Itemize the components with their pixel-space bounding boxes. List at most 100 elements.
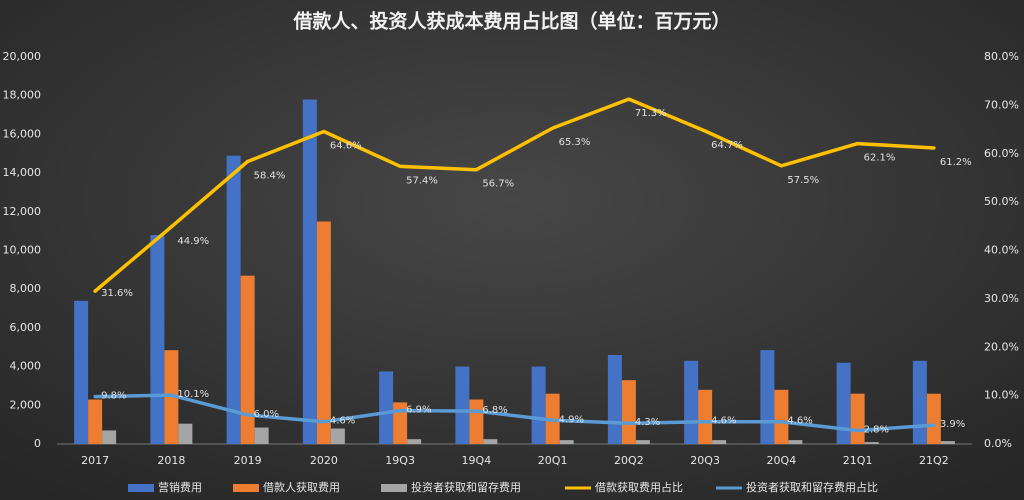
bar bbox=[455, 366, 470, 444]
data-label: 6.0% bbox=[254, 409, 279, 420]
y-tick-label: 20,000 bbox=[3, 50, 42, 63]
bar bbox=[850, 393, 865, 444]
bar bbox=[102, 430, 117, 444]
bar bbox=[684, 360, 699, 444]
y-tick-label: 10,000 bbox=[3, 244, 42, 257]
x-tick-label: 19Q3 bbox=[385, 454, 415, 467]
data-label: 58.4% bbox=[254, 170, 286, 181]
bar bbox=[226, 155, 241, 444]
y2-tick-label: 80.0% bbox=[984, 50, 1019, 63]
y2-tick-label: 50.0% bbox=[984, 195, 1019, 208]
y-tick-label: 12,000 bbox=[3, 205, 42, 218]
x-tick-label: 2020 bbox=[310, 454, 338, 467]
data-label: 57.4% bbox=[406, 175, 438, 186]
legend-swatch bbox=[233, 484, 259, 492]
data-label: 44.9% bbox=[177, 236, 209, 247]
data-label: 10.1% bbox=[177, 389, 209, 400]
data-label: 6.9% bbox=[406, 405, 431, 416]
bar bbox=[316, 221, 331, 444]
legend-label: 借款人获取费用 bbox=[263, 480, 340, 494]
y2-tick-label: 70.0% bbox=[984, 98, 1019, 111]
bar bbox=[74, 300, 89, 444]
y-tick-label: 18,000 bbox=[3, 89, 42, 102]
bar bbox=[483, 439, 498, 444]
bar bbox=[469, 399, 484, 444]
y2-tick-label: 30.0% bbox=[984, 292, 1019, 305]
bar bbox=[712, 440, 727, 444]
x-tick-label: 21Q1 bbox=[843, 454, 873, 467]
data-label: 4.6% bbox=[330, 416, 355, 427]
legend-label: 投资者获取和留存费用占比 bbox=[746, 480, 878, 494]
legend-label: 投资者获取和留存费用 bbox=[411, 480, 521, 494]
data-label: 3.9% bbox=[940, 419, 965, 430]
x-tick-label: 2018 bbox=[157, 454, 185, 467]
bar bbox=[88, 399, 103, 444]
bar bbox=[240, 275, 255, 444]
x-tick-label: 20Q2 bbox=[614, 454, 644, 467]
bar bbox=[150, 235, 165, 444]
y2-tick-label: 0.0% bbox=[984, 437, 1012, 450]
data-label: 62.1% bbox=[864, 153, 896, 164]
y-tick-label: 8,000 bbox=[10, 282, 42, 295]
y2-tick-label: 20.0% bbox=[984, 340, 1019, 353]
y-tick-label: 0 bbox=[34, 437, 41, 450]
x-tick-label: 21Q2 bbox=[919, 454, 949, 467]
bar bbox=[836, 362, 851, 444]
bar bbox=[864, 442, 879, 444]
bar bbox=[760, 350, 775, 444]
legend-swatch bbox=[381, 484, 407, 492]
legend-swatch bbox=[128, 484, 154, 492]
bar bbox=[254, 427, 269, 444]
y-tick-label: 4,000 bbox=[10, 360, 42, 373]
bar bbox=[407, 439, 422, 444]
legend-label: 借款获取费用占比 bbox=[595, 480, 683, 494]
y-tick-label: 14,000 bbox=[3, 166, 42, 179]
bar bbox=[559, 440, 574, 444]
y-tick-label: 2,000 bbox=[10, 398, 42, 411]
bar bbox=[926, 393, 941, 444]
data-label: 4.6% bbox=[711, 416, 736, 427]
data-label: 9.8% bbox=[101, 391, 126, 402]
data-label: 4.3% bbox=[635, 417, 660, 428]
x-tick-label: 2019 bbox=[234, 454, 262, 467]
x-tick-label: 19Q4 bbox=[462, 454, 492, 467]
chart-title: 借款人、投资人获成本费用占比图（单位：百万元） bbox=[292, 10, 730, 33]
bar bbox=[621, 380, 636, 444]
bar bbox=[178, 423, 193, 444]
bar bbox=[379, 371, 394, 444]
y-tick-label: 16,000 bbox=[3, 127, 42, 140]
x-tick-label: 2017 bbox=[81, 454, 109, 467]
bar bbox=[330, 428, 345, 444]
data-label: 56.7% bbox=[482, 179, 514, 190]
bar bbox=[635, 440, 650, 444]
data-label: 4.6% bbox=[787, 416, 812, 427]
bar bbox=[788, 440, 803, 444]
bar bbox=[940, 441, 955, 444]
line bbox=[93, 97, 936, 293]
y2-tick-label: 40.0% bbox=[984, 244, 1019, 257]
data-label: 64.7% bbox=[711, 140, 743, 151]
x-tick-label: 20Q1 bbox=[538, 454, 568, 467]
x-tick-label: 20Q4 bbox=[767, 454, 797, 467]
data-label: 64.6% bbox=[330, 140, 362, 151]
bar bbox=[698, 389, 713, 444]
y-tick-label: 6,000 bbox=[10, 321, 42, 334]
data-label: 61.2% bbox=[940, 157, 972, 168]
y2-tick-label: 10.0% bbox=[984, 389, 1019, 402]
bar bbox=[302, 99, 317, 444]
bar bbox=[531, 366, 546, 444]
data-label: 31.6% bbox=[101, 288, 133, 299]
data-label: 2.8% bbox=[864, 424, 889, 435]
bar bbox=[774, 389, 789, 444]
bar bbox=[912, 360, 927, 444]
data-label: 4.9% bbox=[559, 414, 584, 425]
legend-label: 营销费用 bbox=[158, 480, 202, 494]
data-label: 6.8% bbox=[482, 405, 507, 416]
bar bbox=[607, 354, 622, 444]
data-label: 57.5% bbox=[787, 175, 819, 186]
data-label: 71.3% bbox=[635, 108, 667, 119]
line bbox=[93, 393, 936, 433]
y2-tick-label: 60.0% bbox=[984, 147, 1019, 160]
